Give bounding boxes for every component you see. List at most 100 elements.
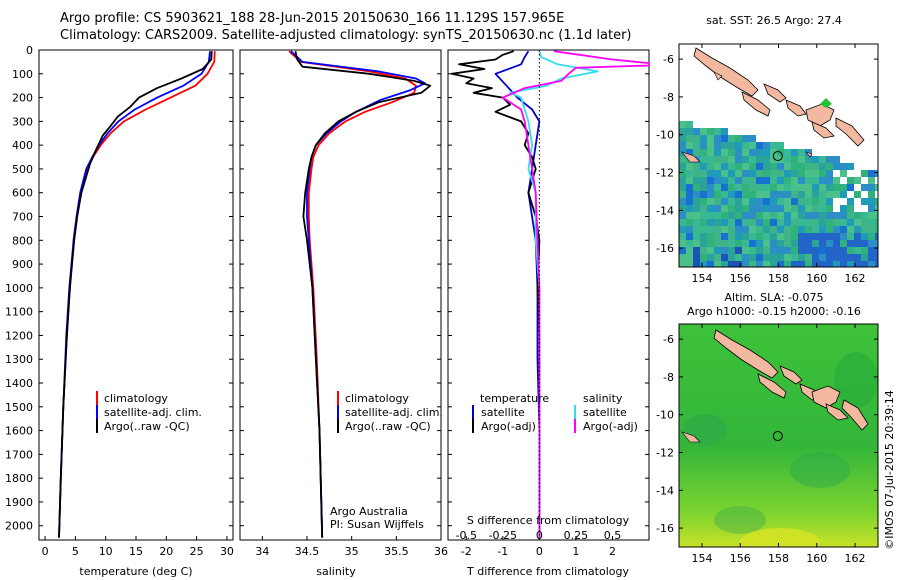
sst-pixel bbox=[826, 261, 833, 267]
sst-pixel bbox=[714, 184, 721, 191]
lat-tick-label: -12 bbox=[656, 167, 674, 180]
salinity-panel-frame bbox=[239, 49, 442, 541]
sst-pixel bbox=[679, 177, 686, 184]
sst-pixel bbox=[805, 212, 812, 219]
sst-pixel bbox=[854, 191, 861, 198]
sst-pixel bbox=[777, 163, 784, 170]
sst-pixel bbox=[847, 247, 854, 254]
sst-pixel bbox=[840, 163, 847, 170]
sst-pixel bbox=[721, 226, 728, 233]
sst-pixel bbox=[735, 261, 742, 267]
title-line-2: Climatology: CARS2009. Satellite-adjuste… bbox=[60, 28, 632, 43]
sst-pixel bbox=[847, 184, 854, 191]
sst-pixel bbox=[700, 254, 707, 261]
sst-pixel bbox=[679, 261, 686, 267]
sst-pixel bbox=[770, 233, 777, 240]
series-argo-raw-qc bbox=[58, 51, 213, 538]
sst-pixel bbox=[679, 135, 686, 142]
sst-pixel bbox=[770, 226, 777, 233]
sst-pixel bbox=[756, 240, 763, 247]
sst-pixel bbox=[819, 184, 826, 191]
sst-pixel bbox=[749, 205, 756, 212]
sst-pixel bbox=[868, 247, 875, 254]
sst-pixel bbox=[805, 191, 812, 198]
sst-pixel bbox=[735, 149, 742, 156]
sst-pixel bbox=[812, 240, 819, 247]
sst-pixel bbox=[756, 219, 763, 226]
depth-tick-label: 1900 bbox=[5, 496, 33, 509]
depth-tick-label: 1700 bbox=[5, 448, 33, 461]
sst-pixel bbox=[854, 212, 861, 219]
sst-pixel bbox=[735, 205, 742, 212]
sst-pixel bbox=[707, 226, 714, 233]
depth-tick-label: 500 bbox=[12, 163, 33, 176]
sst-pixel bbox=[749, 177, 756, 184]
sst-pixel bbox=[868, 219, 875, 226]
sst-pixel bbox=[819, 261, 826, 267]
sst-pixel bbox=[686, 226, 693, 233]
sst-pixel bbox=[777, 240, 784, 247]
sst-pixel bbox=[735, 170, 742, 177]
sst-pixel bbox=[777, 191, 784, 198]
sst-pixel bbox=[784, 149, 791, 156]
sst-pixel bbox=[756, 212, 763, 219]
sst-pixel bbox=[798, 184, 805, 191]
sst-pixel bbox=[826, 240, 833, 247]
sst-pixel bbox=[742, 198, 749, 205]
depth-tick-label: 1100 bbox=[5, 306, 33, 319]
legend-title-salinity: salinity bbox=[583, 392, 623, 405]
sst-pixel bbox=[700, 247, 707, 254]
sst-pixel bbox=[721, 205, 728, 212]
sst-pixel bbox=[805, 254, 812, 261]
sst-pixel bbox=[798, 212, 805, 219]
sst-pixel bbox=[749, 233, 756, 240]
sst-pixel bbox=[707, 240, 714, 247]
sst-pixel bbox=[791, 240, 798, 247]
sst-pixel bbox=[868, 212, 875, 219]
land-malaita bbox=[835, 117, 865, 147]
sst-pixel bbox=[686, 198, 693, 205]
sst-pixel bbox=[686, 170, 693, 177]
sst-pixel bbox=[728, 170, 735, 177]
sst-pixel bbox=[756, 261, 763, 267]
lat-tick-label: -12 bbox=[656, 447, 674, 460]
sst-pixel bbox=[854, 261, 861, 267]
sst-pixel bbox=[819, 170, 826, 177]
sst-pixel bbox=[721, 149, 728, 156]
sst-map-title: sat. SST: 26.5 Argo: 27.4 bbox=[706, 14, 842, 27]
sst-pixel bbox=[770, 261, 777, 267]
sst-pixel bbox=[735, 219, 742, 226]
sst-pixel bbox=[714, 149, 721, 156]
sst-pixel bbox=[693, 240, 700, 247]
sst-pixel bbox=[700, 205, 707, 212]
sst-pixel bbox=[763, 156, 770, 163]
sst-pixel bbox=[756, 142, 763, 149]
sst-pixel bbox=[756, 156, 763, 163]
legend-label-t-satellite: satellite bbox=[481, 406, 525, 419]
sst-pixel bbox=[714, 247, 721, 254]
sst-pixel bbox=[777, 177, 784, 184]
sst-pixel bbox=[714, 254, 721, 261]
legend-label-s-argo: Argo(-adj) bbox=[583, 420, 638, 433]
sst-pixel bbox=[861, 226, 868, 233]
s-difference-label: S difference from climatology bbox=[467, 514, 630, 527]
sst-pixel bbox=[784, 198, 791, 205]
sst-pixel bbox=[679, 184, 686, 191]
sst-pixel bbox=[847, 163, 854, 170]
sst-pixel bbox=[840, 205, 847, 212]
sst-pixel bbox=[861, 247, 868, 254]
land-islet bbox=[713, 71, 723, 81]
sst-pixel bbox=[833, 177, 840, 184]
sst-pixel bbox=[728, 177, 735, 184]
sst-pixel bbox=[728, 156, 735, 163]
depth-tick-label: 1200 bbox=[5, 329, 33, 342]
legend-label-s-satellite: satellite bbox=[583, 406, 627, 419]
sst-pixel bbox=[798, 198, 805, 205]
sst-pixel bbox=[861, 198, 868, 205]
sst-pixel bbox=[826, 219, 833, 226]
land-guadalcanal bbox=[811, 385, 841, 409]
sst-pixel bbox=[805, 198, 812, 205]
sst-pixel bbox=[819, 233, 826, 240]
sst-pixel bbox=[693, 170, 700, 177]
sst-pixel bbox=[819, 156, 826, 163]
